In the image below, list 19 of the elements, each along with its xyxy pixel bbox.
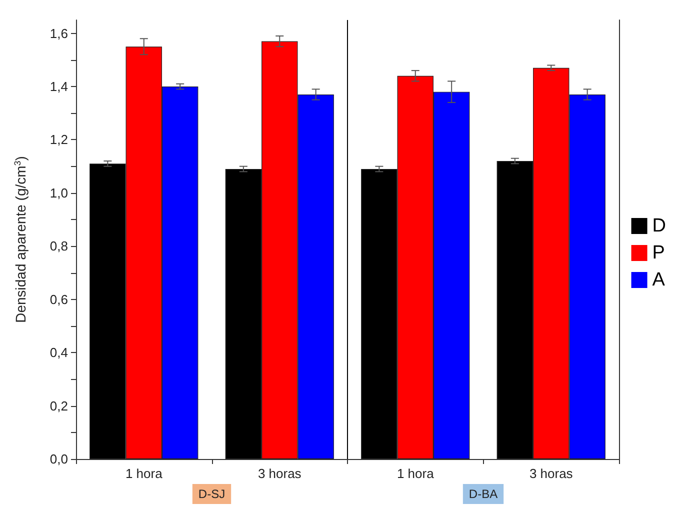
y-tick-label: 1,2 bbox=[50, 132, 68, 148]
y-tick-label: 1,0 bbox=[50, 185, 68, 200]
y-tick-label: 0,4 bbox=[50, 345, 68, 360]
x-tick-label: 1 hora bbox=[396, 466, 435, 481]
legend-label: A bbox=[652, 270, 666, 290]
legend-label: D bbox=[652, 216, 666, 236]
y-tick-label: 1,6 bbox=[50, 26, 68, 41]
y-tick-label: 0,0 bbox=[50, 452, 68, 466]
text: D-SJ bbox=[198, 487, 226, 501]
text: D-BA bbox=[468, 487, 498, 501]
y-tick-label: 0,6 bbox=[50, 292, 68, 307]
y-tick-label: 1,4 bbox=[50, 79, 68, 94]
x-tick-label: 3 horas bbox=[258, 466, 302, 481]
y-axis-title: Densidad aparente (g/cm3) bbox=[12, 156, 28, 323]
x-tick-label: 1 hora bbox=[125, 466, 164, 481]
legend-label: P bbox=[652, 242, 665, 264]
y-tick-label: 0,8 bbox=[50, 238, 68, 254]
y-tick-label: 0,2 bbox=[50, 398, 68, 414]
x-tick-label: 3 horas bbox=[529, 466, 574, 481]
